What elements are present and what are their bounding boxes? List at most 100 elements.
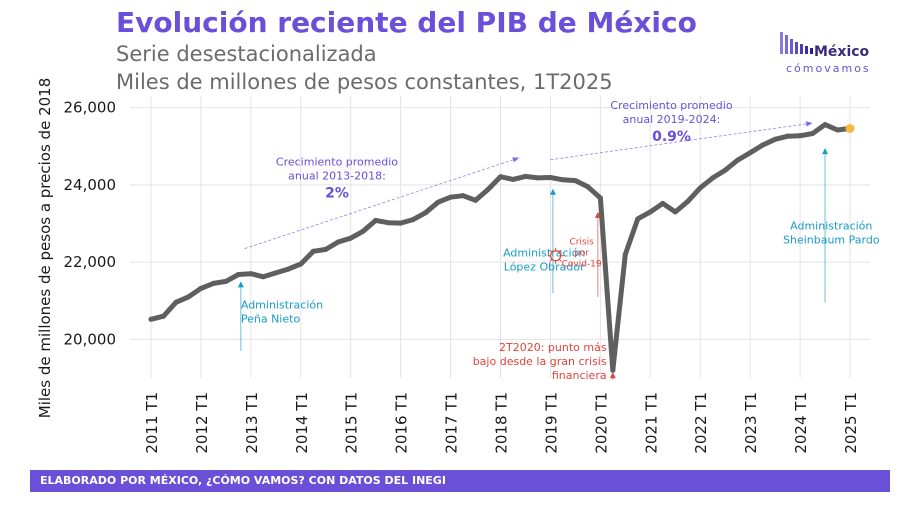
data-point	[560, 177, 566, 183]
logo-text-mexico: México	[814, 44, 870, 60]
data-point	[597, 195, 603, 201]
data-point	[148, 316, 154, 322]
data-point	[710, 175, 716, 181]
data-point	[585, 184, 591, 190]
growth-arrow-line	[550, 122, 813, 161]
growth-rate-value: 2%	[325, 186, 349, 202]
y-tick-label: 26,000	[64, 99, 117, 117]
data-point	[547, 175, 553, 181]
y-tick-label: 20,000	[64, 330, 117, 348]
data-point	[535, 175, 541, 181]
annotation-text: financiera	[552, 369, 607, 382]
x-tick-label: 2019 T1	[542, 392, 560, 454]
arrow-head-icon	[549, 188, 556, 195]
growth-rate-value: 0.9%	[652, 129, 691, 145]
data-point	[485, 186, 491, 192]
data-point	[423, 210, 429, 216]
x-tick-label: 2021 T1	[642, 392, 660, 454]
arrow-head-icon	[822, 148, 829, 155]
annotation-text: Administración	[503, 246, 585, 259]
arrow-head-icon	[805, 121, 813, 127]
data-point	[248, 271, 254, 277]
x-tick-label: 2024 T1	[792, 392, 810, 454]
chart-subtitle-line-1: Serie desestacionalizada	[116, 42, 377, 66]
chart-subtitle-line-2: Miles de millones de pesos constantes, 1…	[116, 70, 613, 94]
data-point	[385, 220, 391, 226]
data-point	[822, 122, 828, 128]
data-point	[722, 167, 728, 173]
data-point	[298, 261, 304, 267]
data-point	[473, 197, 479, 203]
data-point	[797, 133, 803, 139]
data-point	[522, 173, 528, 179]
data-point	[610, 367, 616, 373]
data-point	[510, 176, 516, 182]
x-tick-label: 2013 T1	[243, 392, 261, 454]
growth-arrow-line	[244, 157, 520, 249]
data-point	[335, 239, 341, 245]
y-axis-ticks: 20,000 22,000 24,000 26,000	[64, 99, 117, 349]
annotation-text: Sheinbaum Pardo	[783, 233, 880, 246]
x-tick-label: 2015 T1	[343, 392, 361, 454]
data-point	[223, 278, 229, 284]
data-point	[498, 174, 503, 180]
x-tick-label: 2022 T1	[692, 392, 710, 454]
data-point	[660, 200, 666, 206]
data-point	[235, 271, 241, 277]
data-point	[572, 178, 578, 184]
data-point	[285, 266, 291, 272]
x-tick-label: 2011 T1	[143, 392, 161, 454]
data-point	[373, 217, 379, 223]
annotation-text: Administración	[241, 298, 323, 311]
data-point	[622, 251, 628, 257]
data-point	[210, 280, 216, 286]
y-tick-label: 24,000	[64, 176, 117, 194]
data-point	[772, 136, 778, 142]
data-point	[448, 194, 454, 200]
arrow-head-icon	[512, 157, 520, 163]
x-tick-label: 2017 T1	[443, 392, 461, 454]
x-tick-label: 2012 T1	[193, 392, 211, 454]
x-tick-label: 2023 T1	[742, 392, 760, 454]
data-point	[747, 150, 753, 156]
data-point	[273, 270, 279, 276]
data-point	[672, 209, 678, 215]
mexico-como-vamos-logo: México cómovamos	[778, 30, 878, 80]
data-point	[348, 235, 354, 241]
annotation-text: por	[574, 249, 589, 259]
data-point	[635, 216, 641, 222]
arrow-head-icon	[237, 281, 244, 288]
latest-data-point	[845, 123, 855, 133]
y-axis-label: Miles de millones de pesos a precios de …	[36, 78, 54, 418]
data-point	[685, 198, 691, 204]
annotation-text: anual 2019-2024:	[623, 113, 721, 126]
data-point	[460, 193, 466, 199]
annotation-text: anual 2013-2018:	[288, 170, 386, 183]
data-point	[435, 199, 441, 205]
data-point	[785, 133, 791, 139]
data-point	[735, 157, 741, 163]
data-point	[185, 294, 191, 300]
logo-text-comovamos: cómovamos	[786, 62, 871, 75]
footer-source-text: ELABORADO POR MÉXICO, ¿CÓMO VAMOS? CON D…	[40, 474, 446, 487]
footer-banner: ELABORADO POR MÉXICO, ¿CÓMO VAMOS? CON D…	[30, 470, 890, 492]
x-tick-label: 2025 T1	[842, 392, 860, 454]
x-axis-ticks: 2011 T1 2012 T1 2013 T1 2014 T1 2015 T1 2016 …	[143, 392, 860, 454]
data-point	[160, 313, 166, 319]
annotation-text: Administración	[790, 219, 872, 232]
logo-bars-icon	[780, 32, 813, 54]
data-point	[260, 274, 266, 280]
data-point	[835, 127, 841, 133]
data-point	[697, 185, 703, 191]
data-point	[360, 228, 366, 234]
annotation-text: Crecimiento promedio	[610, 99, 732, 112]
data-point	[173, 299, 179, 305]
data-point	[323, 246, 329, 252]
